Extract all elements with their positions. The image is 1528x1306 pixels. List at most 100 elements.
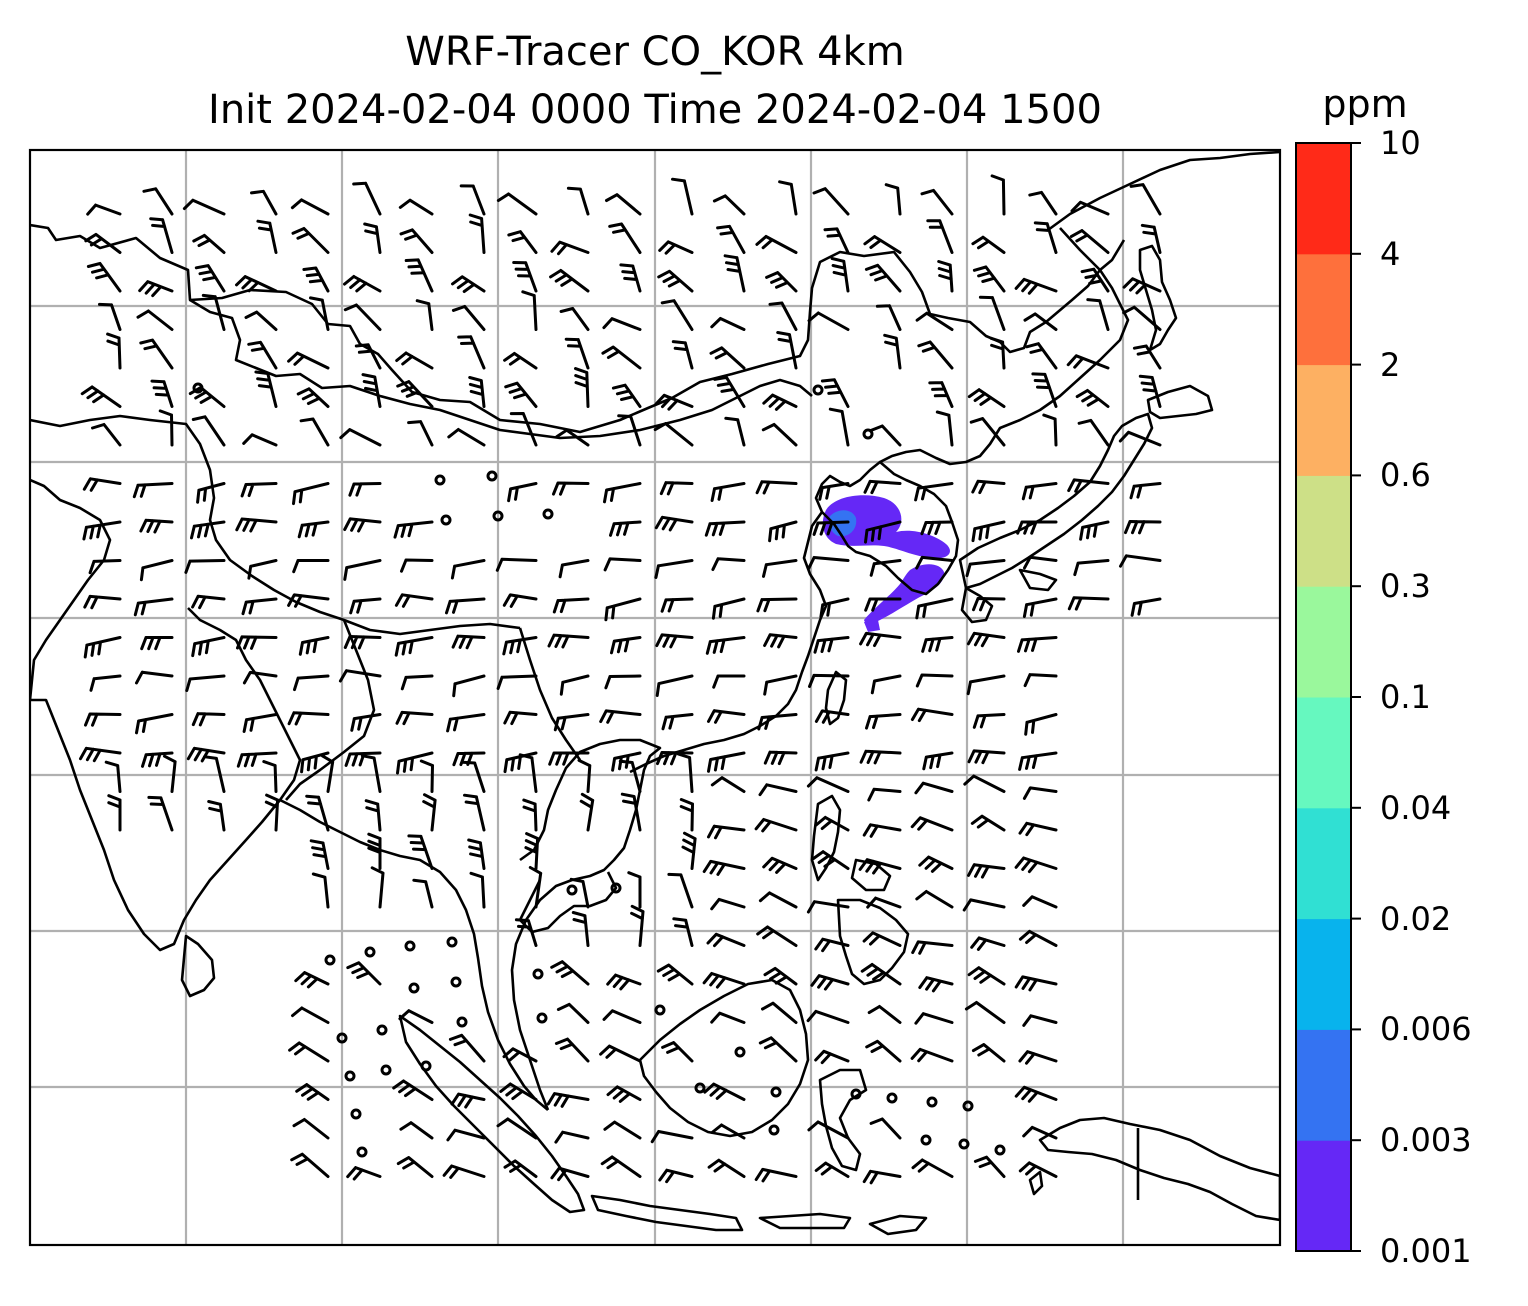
wind-barb <box>926 219 954 254</box>
wind-barb <box>395 710 434 726</box>
wind-barb <box>830 257 850 293</box>
wind-barb <box>343 559 382 581</box>
wind-barb <box>207 800 226 832</box>
wind-barb <box>503 1159 538 1178</box>
calm-circle <box>812 384 824 396</box>
wind-barb <box>911 1158 954 1178</box>
calm-circle <box>610 882 622 894</box>
colorbar-segment <box>1296 918 1351 1030</box>
wind-barb <box>875 304 902 331</box>
wind-barb <box>768 520 798 543</box>
wind-barb <box>703 1082 746 1101</box>
wind-barb <box>190 520 226 540</box>
wind-barb <box>1033 221 1058 254</box>
wind-barb <box>1022 1125 1058 1140</box>
calm-circle <box>492 510 504 522</box>
calm-circle <box>324 954 336 966</box>
wind-barb <box>707 1158 746 1178</box>
wind-barb <box>814 1049 850 1065</box>
colorbar-tick-label: 0.02 <box>1380 899 1452 938</box>
wind-barb <box>711 597 746 620</box>
wind-barb <box>344 751 382 767</box>
wind-barb <box>196 482 226 504</box>
wind-barb <box>1018 751 1058 771</box>
wind-barb <box>655 674 694 697</box>
wind-barb <box>611 383 642 408</box>
wind-barb <box>754 1167 798 1183</box>
wind-barb <box>107 794 122 832</box>
wind-barb <box>918 976 954 993</box>
wind-barb <box>247 559 278 580</box>
colorbar-tick-label: 2 <box>1380 345 1401 384</box>
wind-barb <box>611 751 642 772</box>
wind-barb <box>604 674 642 690</box>
wind-barb <box>367 832 382 870</box>
wind-barb <box>346 961 382 986</box>
wind-barb <box>396 380 434 408</box>
wind-barb <box>300 751 330 774</box>
wind-barb <box>884 183 902 216</box>
coast-korea-peninsula <box>814 460 960 596</box>
wind-barb <box>776 331 798 370</box>
wind-barb <box>654 393 694 411</box>
wind-barb <box>86 262 122 293</box>
coast-china-east <box>629 511 828 774</box>
map-frame <box>28 148 1282 1247</box>
wind-barb <box>707 751 746 773</box>
wind-barb <box>867 787 902 802</box>
wind-barb <box>158 409 174 447</box>
wind-barb <box>309 839 330 870</box>
wind-barb <box>459 184 486 216</box>
wind-barb <box>469 871 486 909</box>
wind-barb <box>83 636 122 659</box>
wind-barb <box>813 636 850 654</box>
wind-barb <box>866 896 902 909</box>
wind-barb <box>292 482 330 506</box>
wind-barb <box>1124 520 1162 535</box>
wind-barb <box>422 793 437 832</box>
coast-gulf-of-thailand <box>518 871 618 934</box>
calm-circle <box>850 1088 862 1100</box>
wind-barb <box>320 754 335 793</box>
wind-barb <box>468 213 486 254</box>
wind-barb <box>400 558 434 573</box>
wind-barb <box>79 746 122 763</box>
wind-barb <box>671 340 694 370</box>
wind-barb <box>716 224 746 254</box>
wind-barb <box>98 302 122 331</box>
colorbar-tick-label: 10 <box>1380 124 1421 162</box>
coast-java <box>590 1194 744 1232</box>
wind-barb <box>194 264 226 293</box>
border-north <box>30 223 1126 434</box>
wind-barb <box>971 235 1006 254</box>
calm-circle <box>356 1146 368 1158</box>
wind-barb <box>814 937 850 953</box>
wind-barb <box>147 795 174 832</box>
wind-barb <box>672 917 694 947</box>
coast-philippines-south <box>836 898 910 986</box>
wind-barb <box>1022 1014 1058 1027</box>
coast-japan-south-islands <box>1018 568 1058 592</box>
wind-barb <box>415 299 434 331</box>
wind-barb <box>133 597 174 617</box>
wind-barb <box>758 1036 798 1063</box>
wind-barb <box>399 228 434 254</box>
wind-barb <box>778 180 798 216</box>
wind-barb <box>503 352 538 370</box>
coast-okhotsk <box>1047 150 1280 232</box>
wind-barb <box>820 378 850 408</box>
wind-barb <box>244 310 278 331</box>
wind-barb <box>599 1044 642 1063</box>
wind-barb <box>556 1002 590 1024</box>
wind-barb <box>911 940 954 955</box>
wind-barb <box>814 709 850 724</box>
wind-barb <box>150 379 174 408</box>
wind-barb <box>620 792 642 832</box>
wind-barb <box>917 340 954 370</box>
border-india-north <box>30 414 521 636</box>
wind-barb <box>610 636 642 655</box>
wind-barb <box>88 559 122 575</box>
border-myanmar <box>285 619 376 801</box>
wind-barb <box>864 520 902 544</box>
wind-barb <box>619 263 642 293</box>
